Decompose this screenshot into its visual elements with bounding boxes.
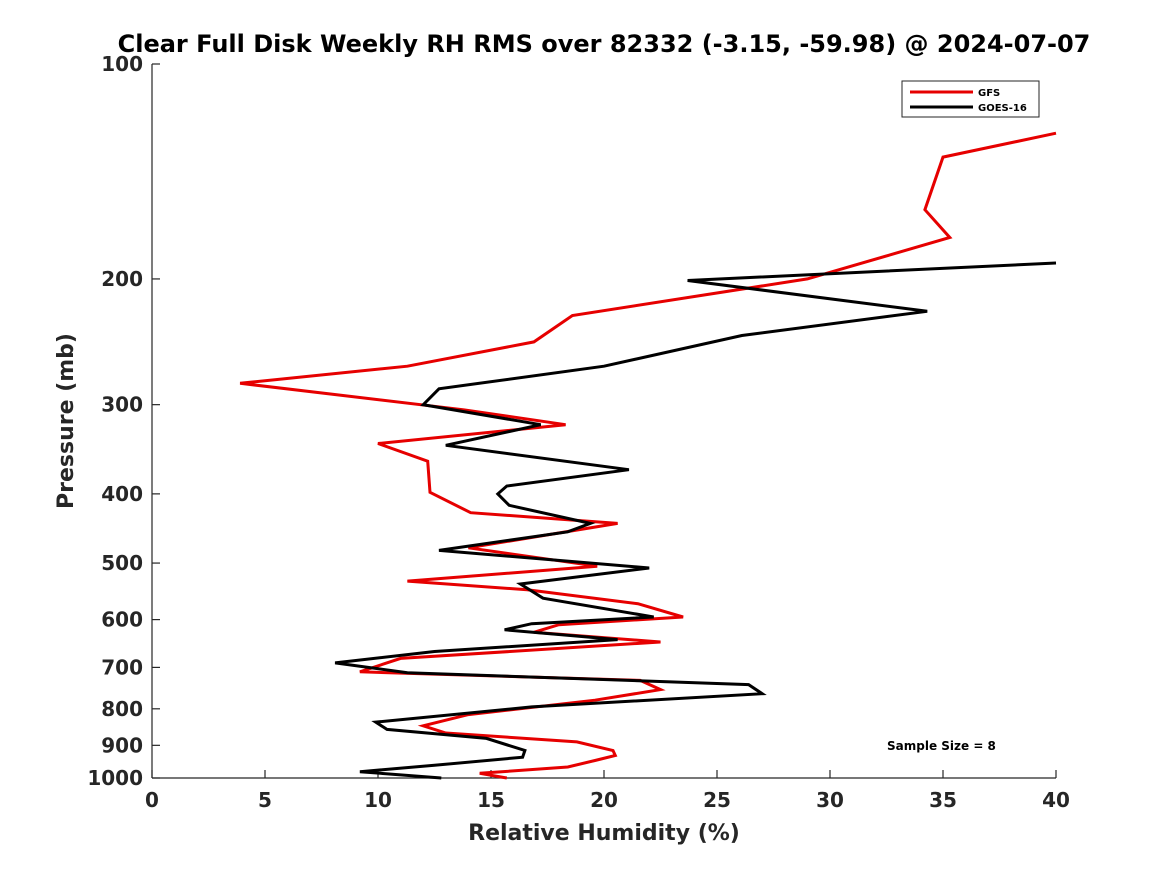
x-tick-label: 10 — [364, 788, 392, 812]
legend: GFS GOES-16 — [901, 80, 1040, 118]
y-tick-label: 200 — [101, 267, 143, 291]
x-tick-label: 20 — [590, 788, 618, 812]
y-tick-label: 400 — [101, 482, 143, 506]
legend-label-goes16: GOES-16 — [978, 103, 1027, 114]
chart-title: Clear Full Disk Weekly RH RMS over 82332… — [118, 30, 1091, 58]
y-tick-label: 300 — [101, 393, 143, 417]
ticks-layer: 0 5 10 15 20 25 30 35 40 100 200 300 400 500 600 700 800… — [87, 52, 1070, 812]
legend-label-gfs: GFS — [978, 88, 1000, 99]
plot-area — [151, 64, 1056, 779]
x-tick-label: 40 — [1042, 788, 1070, 812]
y-tick-label: 100 — [101, 52, 143, 76]
x-tick-label: 30 — [816, 788, 844, 812]
legend-box — [901, 80, 1040, 118]
series-line-goes16 — [334, 261, 1057, 780]
y-tick-label: 500 — [101, 551, 143, 575]
sample-size-annotation: Sample Size = 8 — [887, 739, 996, 753]
x-axis-label: Relative Humidity (%) — [468, 821, 740, 846]
y-tick-label: 900 — [101, 733, 143, 757]
y-tick-label: 700 — [101, 655, 143, 679]
x-tick-label: 35 — [929, 788, 957, 812]
y-axis-label: Pressure (mb) — [54, 333, 79, 509]
series-line-gfs — [239, 131, 1057, 780]
y-tick-label: 600 — [101, 608, 143, 632]
y-tick-label: 800 — [101, 697, 143, 721]
x-tick-label: 25 — [703, 788, 731, 812]
series-layer — [239, 131, 1057, 780]
x-tick-label: 0 — [145, 788, 159, 812]
x-tick-label: 5 — [258, 788, 272, 812]
y-tick-label: 1000 — [87, 766, 143, 790]
x-tick-label: 15 — [477, 788, 505, 812]
